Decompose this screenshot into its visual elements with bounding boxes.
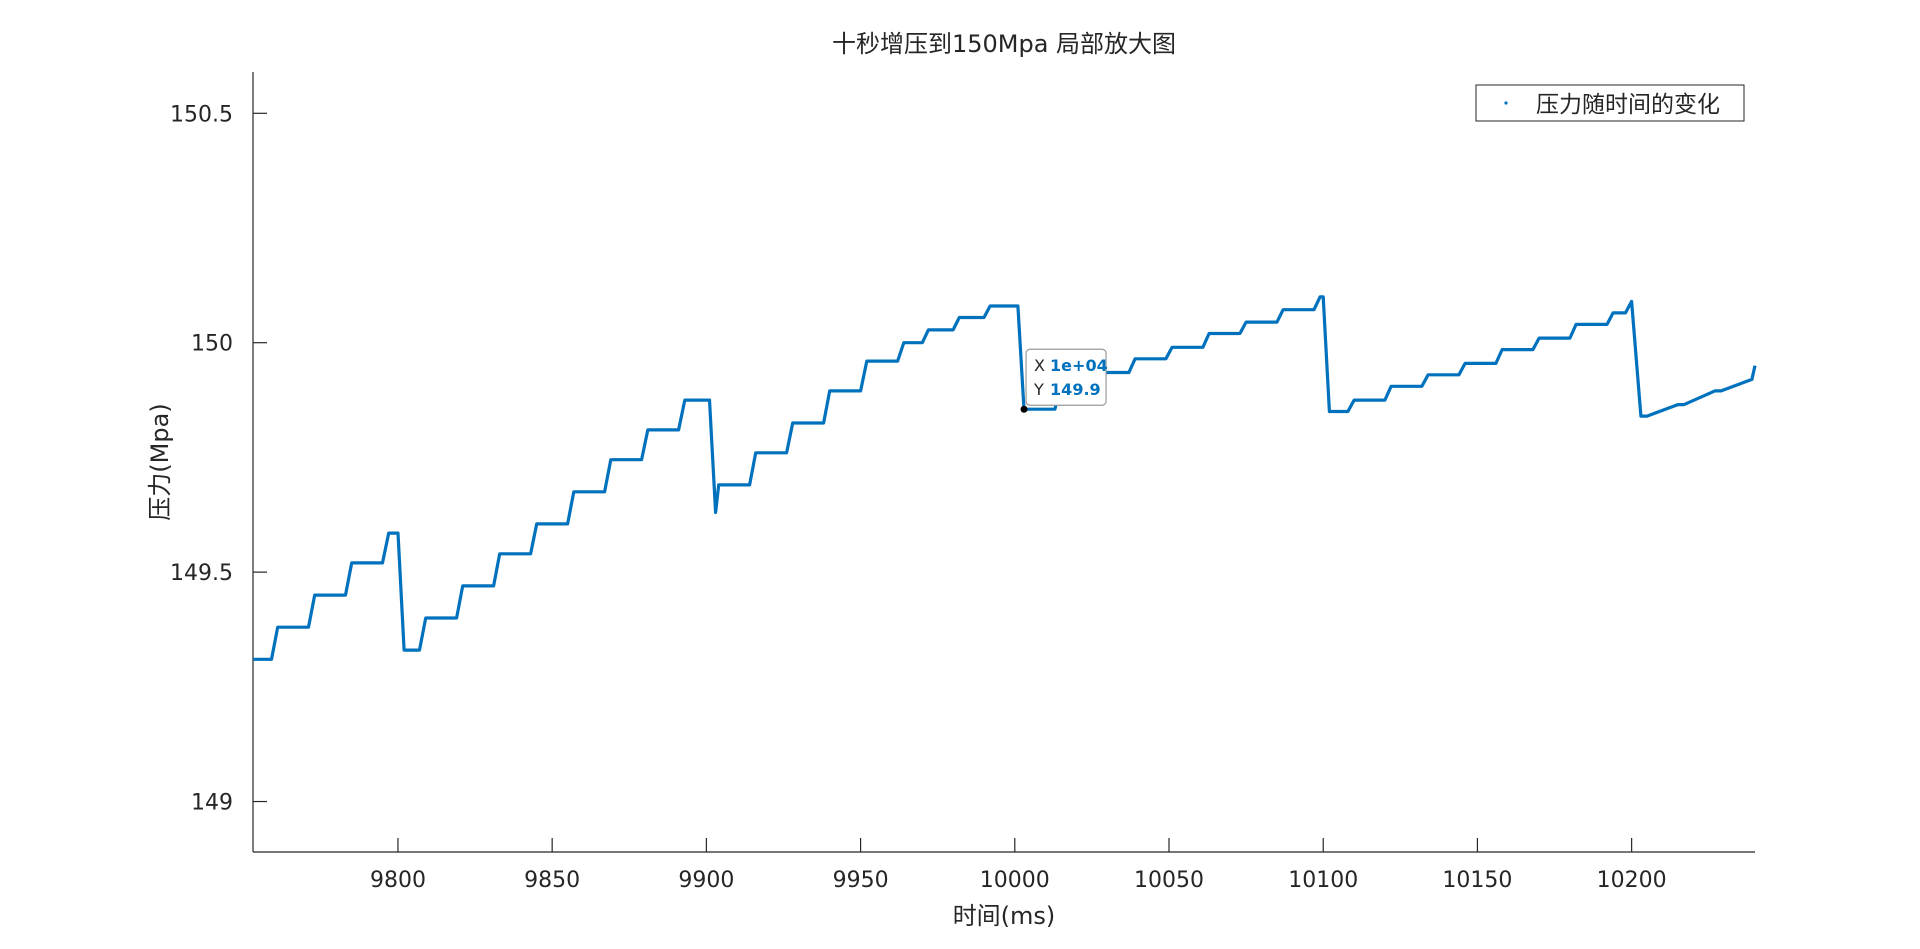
- x-tick-label: 10200: [1597, 868, 1667, 893]
- y-axis-label: 压力(Mpa): [146, 403, 174, 520]
- datatip-y-label: Y: [1033, 380, 1044, 399]
- datatip[interactable]: X 1e+04 Y 149.9: [1020, 348, 1108, 413]
- y-tick-label: 149.5: [170, 561, 233, 586]
- x-tick-label: 9850: [524, 868, 580, 893]
- datatip-x-value: 1e+04: [1050, 356, 1108, 375]
- y-axis-ticks: 149 149.5 150 150.5: [170, 102, 267, 816]
- x-axis-label: 时间(ms): [953, 902, 1056, 930]
- legend-marker: [1504, 101, 1508, 105]
- legend-label: 压力随时间的变化: [1536, 92, 1720, 118]
- legend[interactable]: 压力随时间的变化: [1475, 84, 1745, 122]
- y-tick-label: 150.5: [170, 102, 233, 127]
- x-tick-label: 10100: [1288, 868, 1358, 893]
- datatip-box: [1025, 348, 1107, 406]
- legend-box: [1475, 84, 1745, 122]
- x-tick-label: 10050: [1134, 868, 1204, 893]
- datatip-y-value: 149.9: [1050, 380, 1101, 399]
- x-tick-label: 9900: [678, 868, 734, 893]
- y-tick-label: 149: [191, 791, 233, 816]
- series-line-pressure[interactable]: [253, 295, 1757, 661]
- x-tick-label: 10000: [980, 868, 1050, 893]
- x-axis-ticks: 9800 9850 9900 9950 10000 10050 10100 10150 1020…: [370, 838, 1667, 893]
- datatip-marker: [1020, 405, 1028, 413]
- y-tick-label: 150: [191, 332, 233, 357]
- datatip-x-label: X: [1034, 356, 1045, 375]
- x-tick-label: 9950: [833, 868, 889, 893]
- x-tick-label: 10150: [1442, 868, 1512, 893]
- x-tick-label: 9800: [370, 868, 426, 893]
- chart-title: 十秒增压到150Mpa 局部放大图: [832, 30, 1176, 58]
- plot-area: 9800 9850 9900 9950 10000 10050 10100 10150 1020…: [170, 72, 1757, 893]
